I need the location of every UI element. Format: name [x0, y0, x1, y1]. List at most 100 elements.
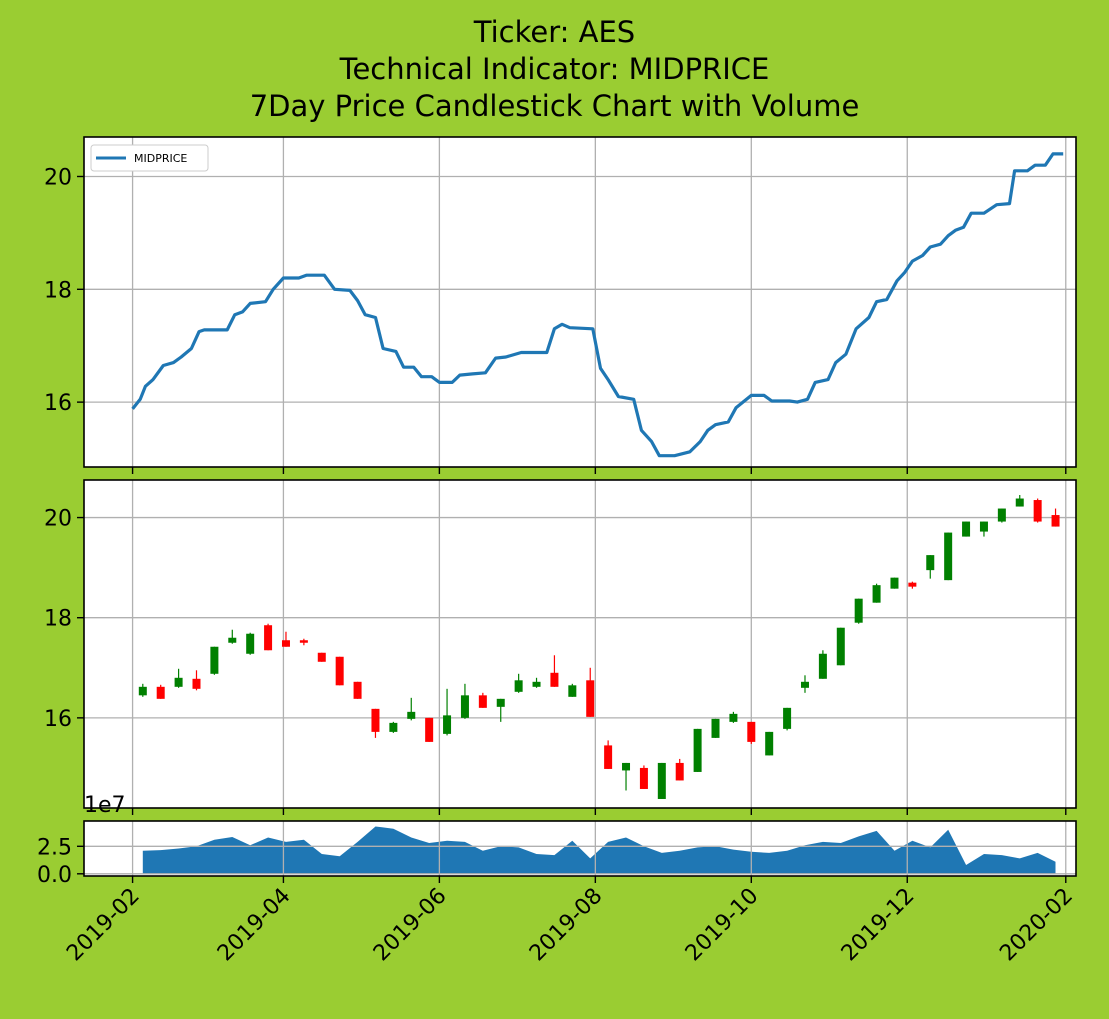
candle: [765, 732, 773, 756]
candle-body: [980, 522, 988, 532]
candle-body: [228, 638, 236, 643]
candle-body: [443, 715, 451, 734]
volume-ytick-label-1: 2.5: [37, 835, 72, 860]
xtick-label-1: 2019-04: [213, 884, 296, 967]
candle-body: [157, 687, 165, 699]
candle-body: [926, 555, 934, 570]
candle-body: [282, 640, 290, 647]
candle-body: [497, 699, 505, 707]
candle-body: [550, 673, 558, 687]
candle-body: [461, 695, 469, 718]
candle-body: [318, 653, 326, 662]
candle-body: [479, 695, 487, 708]
candle-body: [890, 578, 898, 589]
candle-body: [855, 599, 863, 623]
volume-scale-label: 1e7: [84, 793, 126, 818]
candle-body: [622, 763, 630, 771]
candle-body: [604, 745, 612, 769]
xtick-label-5: 2019-12: [837, 884, 920, 967]
xtick-label-6: 2020-02: [995, 884, 1078, 967]
candle: [694, 729, 702, 772]
candle-body: [175, 678, 183, 687]
candle: [855, 599, 863, 624]
candle-body: [729, 714, 737, 722]
candle-body: [801, 682, 809, 688]
candle-body: [300, 640, 308, 643]
indicator-ytick-label-1: 18: [44, 278, 72, 303]
candle: [998, 509, 1006, 523]
candle: [210, 647, 218, 675]
candle-body: [998, 509, 1006, 522]
candle: [1034, 499, 1042, 523]
price-ytick-label-0: 16: [44, 707, 72, 732]
candle: [246, 633, 254, 655]
candle-body: [765, 732, 773, 756]
candle: [157, 685, 165, 699]
candle-body: [783, 708, 791, 729]
candle-body: [371, 709, 379, 732]
candle-body: [210, 647, 218, 674]
xtick-label-2: 2019-06: [369, 884, 452, 967]
candle: [962, 522, 970, 537]
legend-label: MIDPRICE: [134, 152, 187, 165]
candle: [568, 684, 576, 697]
candle-body: [354, 682, 362, 699]
candle-body: [1034, 500, 1042, 522]
legend: MIDPRICE: [91, 145, 208, 171]
candle: [944, 533, 952, 581]
candle-body: [694, 729, 702, 772]
candle-body: [747, 722, 755, 742]
candle-body: [586, 680, 594, 717]
price-ytick-label-2: 20: [44, 507, 72, 532]
candle-body: [676, 763, 684, 781]
candle: [747, 722, 755, 744]
candle-body: [908, 583, 916, 587]
candle-body: [712, 719, 720, 738]
price-ytick-label-1: 18: [44, 607, 72, 632]
indicator-panel-bg: [84, 137, 1076, 467]
candle-body: [425, 718, 433, 742]
candle-body: [837, 628, 845, 666]
candle: [837, 628, 845, 666]
xtick-label-4: 2019-10: [681, 884, 764, 967]
candle-body: [139, 687, 147, 696]
xtick-label-3: 2019-08: [525, 884, 608, 967]
candle-body: [264, 625, 272, 650]
candle: [318, 653, 326, 662]
candle-body: [246, 634, 254, 654]
candle: [783, 708, 791, 731]
candle-body: [192, 679, 200, 689]
candle-body: [407, 712, 415, 719]
candle-body: [1016, 499, 1024, 507]
candle: [712, 719, 720, 738]
candle-body: [640, 768, 648, 789]
candle-body: [533, 682, 541, 687]
candle: [819, 650, 827, 679]
candle: [640, 765, 648, 789]
candle: [389, 722, 397, 733]
candle: [264, 624, 272, 651]
candle-body: [873, 585, 881, 603]
candle-body: [1052, 515, 1060, 527]
volume-ytick-label-0: 0.0: [37, 863, 72, 888]
candle-body: [819, 654, 827, 679]
candle-body: [568, 685, 576, 697]
candle: [425, 718, 433, 742]
candle-body: [515, 680, 523, 692]
candle-body: [944, 533, 952, 581]
candle: [354, 682, 362, 699]
xtick-label-0: 2019-02: [62, 884, 145, 967]
candle: [658, 763, 666, 799]
indicator-ytick-label-2: 20: [44, 165, 72, 190]
candle: [873, 584, 881, 603]
candle: [890, 578, 898, 589]
candle-body: [962, 522, 970, 537]
candle-body: [389, 723, 397, 732]
candle-body: [336, 657, 344, 686]
candle: [336, 657, 344, 686]
price-panel-bg: [84, 480, 1076, 808]
indicator-ytick-label-0: 16: [44, 391, 72, 416]
candle-body: [658, 763, 666, 799]
